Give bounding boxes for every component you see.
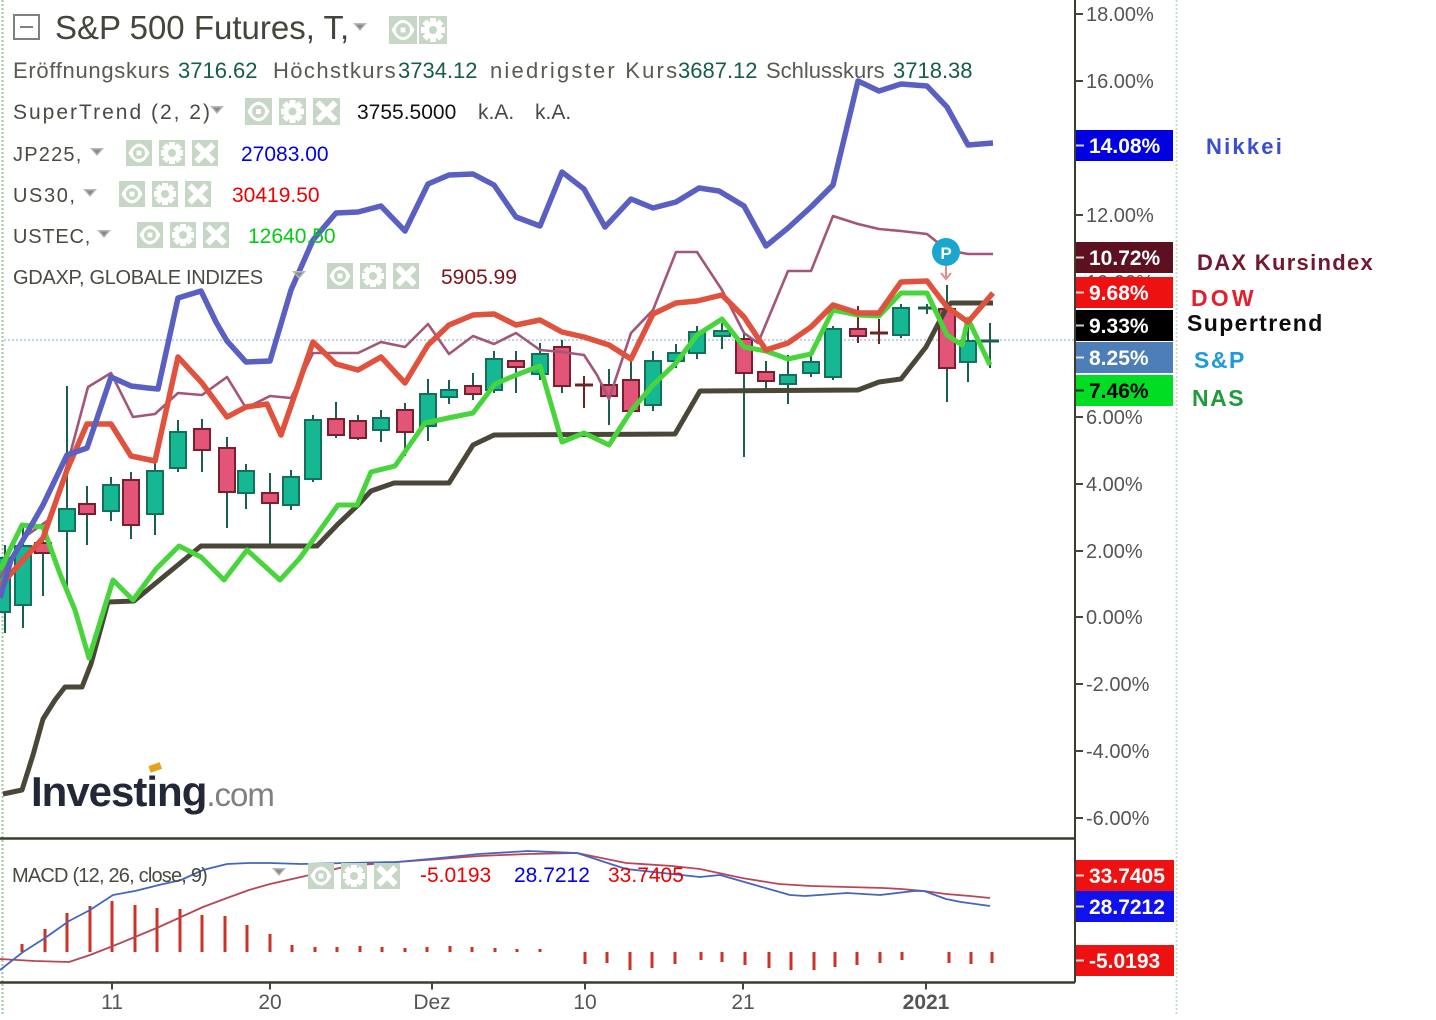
svg-text:P: P [940, 244, 951, 263]
svg-text:Eröffnungskurs: Eröffnungskurs [13, 58, 170, 83]
svg-text:12.00%: 12.00% [1086, 205, 1154, 227]
svg-text:JP225,: JP225, [13, 144, 82, 166]
svg-text:27083.00: 27083.00 [241, 143, 329, 166]
svg-text:S&P 500 Futures, T,: S&P 500 Futures, T, [55, 9, 349, 46]
svg-text:10: 10 [573, 991, 596, 1014]
svg-text:-5.0193: -5.0193 [420, 864, 491, 887]
svg-text:-5.0193: -5.0193 [1089, 950, 1160, 973]
svg-text:6.00%: 6.00% [1086, 407, 1143, 429]
svg-text:11: 11 [101, 991, 123, 1014]
svg-text:28.7212: 28.7212 [514, 864, 590, 887]
svg-text:US30,: US30, [13, 185, 77, 207]
svg-text:-6.00%: -6.00% [1086, 808, 1150, 830]
svg-text:21: 21 [731, 991, 754, 1014]
svg-text:DOW: DOW [1191, 285, 1257, 311]
svg-text:DAX Kursindex: DAX Kursindex [1197, 250, 1374, 275]
svg-text:k.A.: k.A. [535, 101, 571, 124]
svg-text:2021: 2021 [903, 991, 950, 1014]
svg-text:33.7405: 33.7405 [1089, 865, 1165, 888]
svg-text:NAS: NAS [1192, 385, 1245, 411]
svg-text:33.7405: 33.7405 [608, 864, 684, 887]
svg-text:Dez: Dez [413, 991, 450, 1014]
svg-text:30419.50: 30419.50 [232, 184, 320, 207]
svg-text:-2.00%: -2.00% [1086, 674, 1150, 696]
svg-text:-4.00%: -4.00% [1086, 741, 1150, 763]
svg-text:MACD (12, 26, close, 9): MACD (12, 26, close, 9) [12, 865, 207, 887]
svg-text:0.00%: 0.00% [1086, 607, 1143, 629]
svg-text:Schlusskurs: Schlusskurs [766, 58, 885, 83]
svg-text:7.46%: 7.46% [1089, 380, 1149, 403]
svg-text:Nikkei: Nikkei [1206, 134, 1284, 159]
svg-text:3716.62: 3716.62 [178, 58, 258, 83]
svg-text:18.00%: 18.00% [1086, 4, 1154, 26]
svg-text:2.00%: 2.00% [1086, 541, 1143, 563]
svg-text:GDAXP, GLOBALE INDIZES: GDAXP, GLOBALE INDIZES [13, 267, 263, 289]
svg-text:Höchstkurs: Höchstkurs [273, 58, 397, 83]
svg-text:28.7212: 28.7212 [1089, 896, 1165, 919]
svg-text:3718.38: 3718.38 [893, 58, 973, 83]
svg-text:niedrigster Kurs: niedrigster Kurs [490, 58, 679, 83]
svg-text:8.25%: 8.25% [1089, 347, 1149, 370]
svg-text:3734.12: 3734.12 [398, 58, 478, 83]
svg-text:9.33%: 9.33% [1089, 315, 1149, 338]
svg-text:S&P: S&P [1194, 347, 1246, 373]
svg-text:12640.50: 12640.50 [248, 225, 336, 248]
svg-text:3755.5000: 3755.5000 [357, 101, 456, 124]
svg-text:SuperTrend (2, 2): SuperTrend (2, 2) [13, 101, 212, 124]
svg-text:9.68%: 9.68% [1089, 282, 1149, 305]
svg-text:k.A.: k.A. [478, 101, 514, 124]
svg-text:5905.99: 5905.99 [441, 266, 517, 289]
svg-text:20: 20 [258, 991, 281, 1014]
svg-text:16.00%: 16.00% [1086, 71, 1154, 93]
svg-text:3687.12: 3687.12 [678, 58, 758, 83]
svg-text:14.08%: 14.08% [1089, 135, 1161, 158]
svg-text:USTEC,: USTEC, [13, 226, 91, 248]
svg-text:4.00%: 4.00% [1086, 474, 1143, 496]
svg-text:Supertrend: Supertrend [1187, 310, 1324, 336]
svg-text:Investing.com: Investing.com [31, 768, 274, 815]
svg-text:10.72%: 10.72% [1089, 247, 1161, 270]
